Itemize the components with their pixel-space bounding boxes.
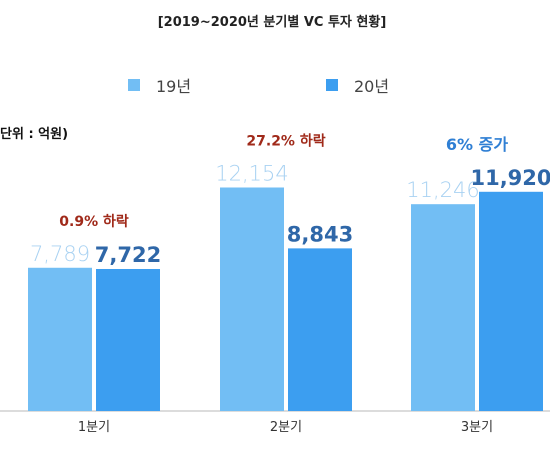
change-annotation-3분기: 6% 증가 bbox=[446, 135, 508, 154]
legend-swatch-20 bbox=[326, 79, 338, 91]
legend-label-20: 20년 bbox=[354, 77, 389, 96]
change-annotation-2분기: 27.2% 하락 bbox=[246, 132, 325, 149]
bar-20년-3분기 bbox=[479, 191, 543, 411]
bar-20년-2분기 bbox=[288, 248, 352, 411]
bar-20년-1분기 bbox=[96, 268, 160, 411]
chart-title: [2019~2020년 분기별 VC 투자 현황] bbox=[158, 14, 387, 30]
category-label-1분기: 1분기 bbox=[78, 420, 110, 435]
legend-swatch-19 bbox=[128, 79, 140, 91]
bars-group: 7,789 7,722 0.9% 하락 1분기 12,154 8,843 27.2% 하락 2… bbox=[28, 132, 550, 435]
change-annotation-1분기: 0.9% 하락 bbox=[59, 213, 129, 230]
bar-19년-2분기 bbox=[220, 187, 284, 411]
category-label-2분기: 2분기 bbox=[270, 420, 302, 435]
value-label-19년-1분기: 7,789 bbox=[30, 242, 90, 266]
value-label-20년-3분기: 11,920 bbox=[470, 166, 550, 190]
bar-19년-1분기 bbox=[28, 267, 92, 411]
value-label-19년-3분기: 11,246 bbox=[406, 178, 479, 202]
bar-19년-3분기 bbox=[411, 204, 475, 411]
legend: 19년 20년 bbox=[128, 77, 389, 96]
value-label-20년-2분기: 8,843 bbox=[287, 222, 353, 246]
legend-label-19: 19년 bbox=[156, 77, 191, 96]
unit-label: 단위 : 억원) bbox=[0, 126, 68, 142]
value-label-19년-2분기: 12,154 bbox=[215, 161, 288, 185]
value-label-20년-1분기: 7,722 bbox=[95, 243, 161, 267]
category-label-3분기: 3분기 bbox=[461, 420, 493, 435]
